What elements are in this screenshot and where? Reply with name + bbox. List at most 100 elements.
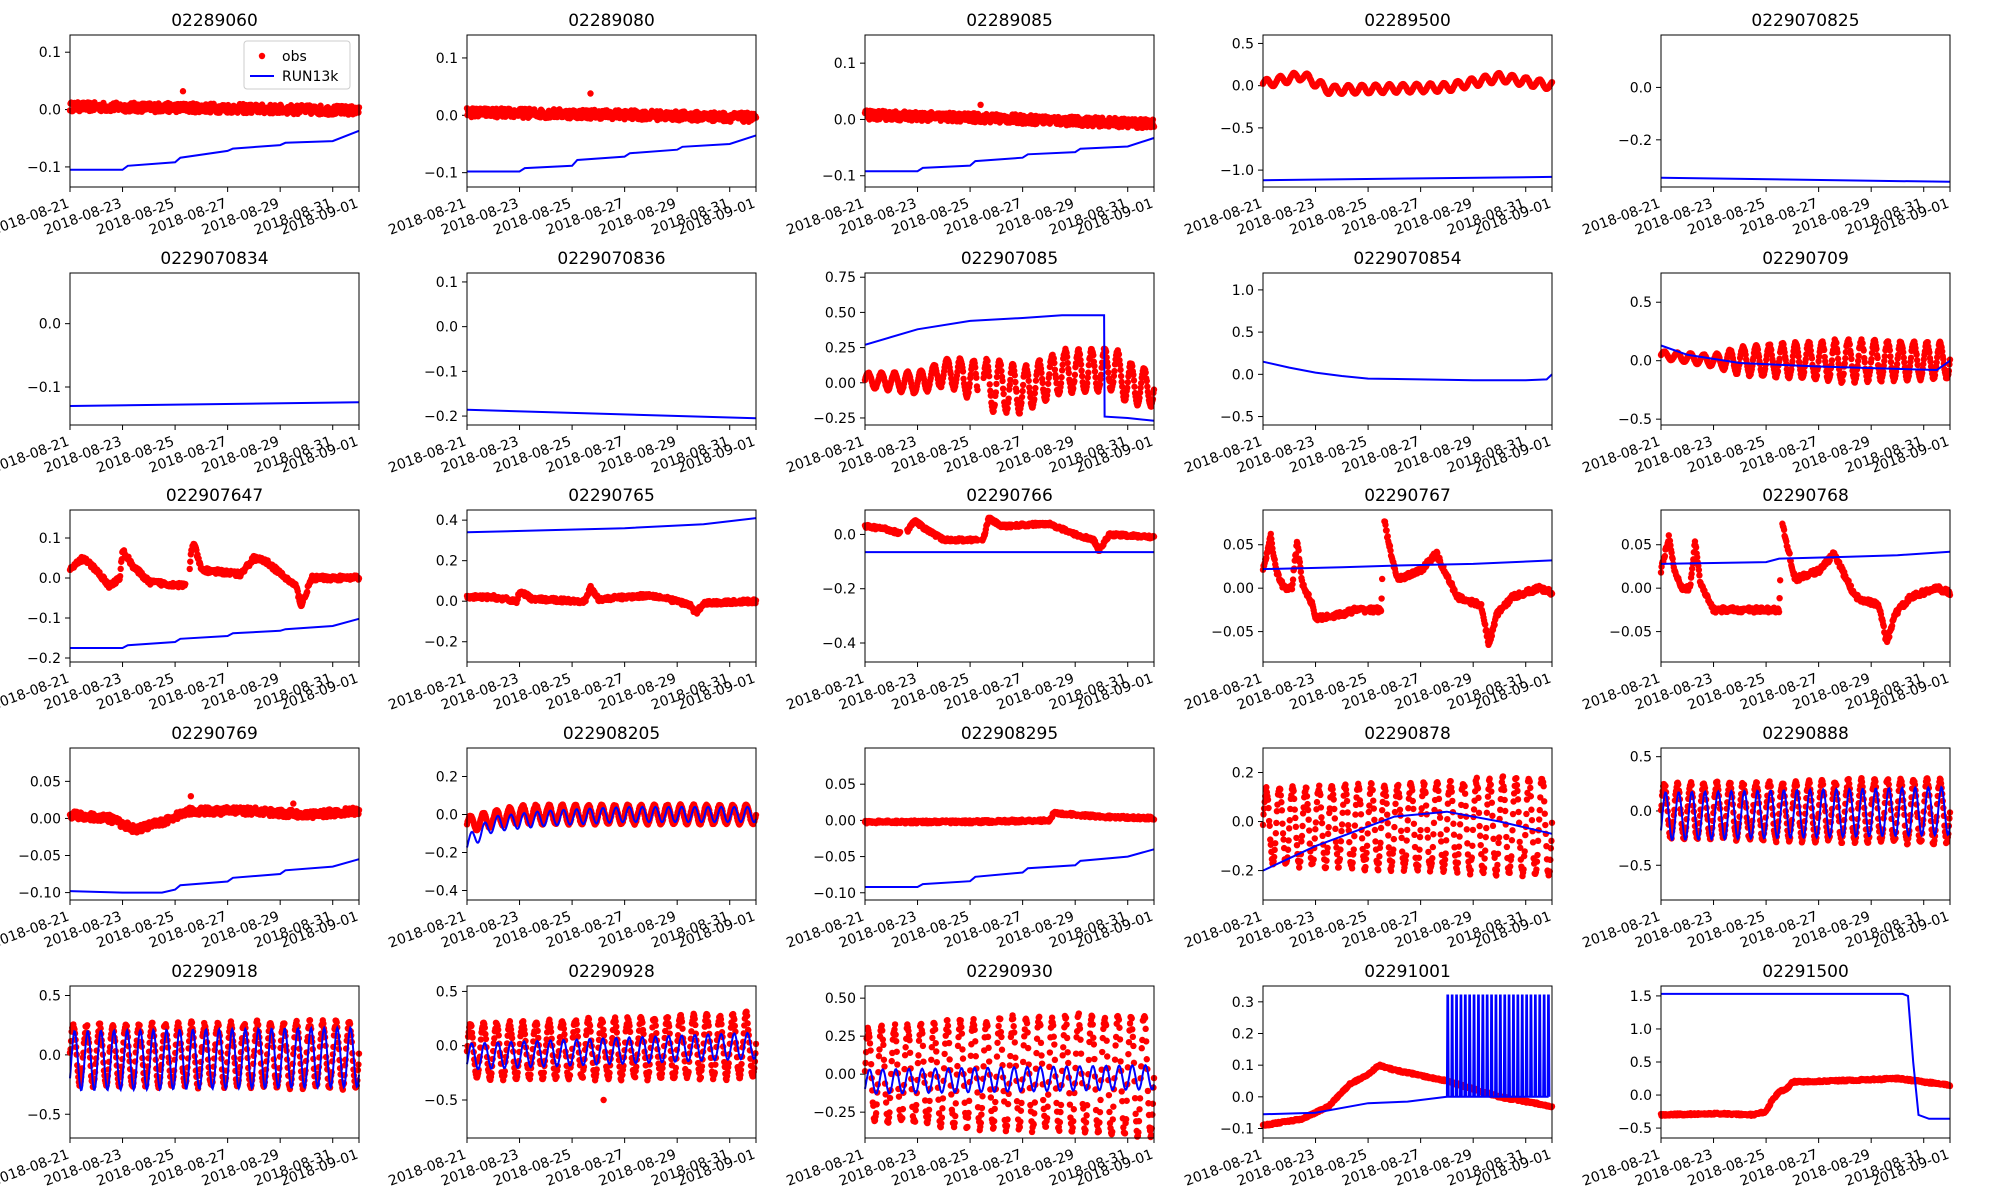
obs-point	[1071, 371, 1079, 379]
obs-point	[1078, 367, 1085, 374]
y-tick-label: 0.1	[39, 531, 61, 547]
obs-series	[861, 345, 1158, 417]
obs-point	[187, 558, 194, 565]
obs-point	[1000, 390, 1007, 398]
y-tick-label: 0.0	[834, 112, 856, 128]
model-line	[1262, 175, 1553, 182]
y-tick-label: 0.0	[39, 317, 61, 333]
obs-point	[1117, 366, 1124, 374]
model-line	[467, 134, 757, 173]
obs-point	[1149, 116, 1157, 123]
subplot-title: 02289085	[966, 11, 1053, 31]
obs-point	[1044, 387, 1051, 395]
plot-frame	[1262, 272, 1553, 426]
obs-point	[896, 528, 904, 536]
obs-point	[1091, 362, 1098, 370]
y-tick-label: −0.2	[822, 582, 856, 598]
obs-point	[1900, 349, 1907, 356]
obs-point	[1848, 355, 1855, 363]
obs-point	[1090, 351, 1097, 359]
obs-point	[1064, 359, 1071, 367]
y-tick-label: 0.5	[1232, 325, 1254, 341]
obs-point	[179, 88, 187, 95]
obs-point	[1861, 359, 1869, 366]
y-tick-label: −0.1	[424, 364, 458, 380]
y-tick-label: 0.5	[1630, 295, 1652, 311]
obs-point	[1137, 379, 1145, 387]
y-tick-label: 0.0	[436, 320, 458, 336]
obs-point	[1828, 357, 1836, 364]
obs-point	[1873, 345, 1880, 353]
subplot-02289080: 02289080−0.10.00.12018-08-212018-08-2320…	[386, 11, 760, 239]
obs-point	[1085, 369, 1092, 376]
obs-point	[1111, 367, 1118, 375]
obs-point	[1032, 384, 1039, 392]
obs-point	[1071, 377, 1078, 385]
y-tick-label: −0.2	[424, 409, 458, 425]
obs-point	[1096, 381, 1104, 388]
obs-point	[1130, 377, 1138, 384]
y-tick-label: 0.0	[1232, 367, 1254, 383]
obs-point	[1076, 351, 1084, 358]
obs-series	[1657, 336, 1954, 386]
obs-point	[992, 389, 1000, 396]
obs-point	[1131, 383, 1138, 390]
obs-point	[1011, 372, 1018, 379]
subplot-022907647: 022907647−0.2−0.10.00.12018-08-212018-08…	[0, 486, 363, 714]
y-tick-label: −0.1	[27, 160, 61, 176]
y-tick-label: 1.0	[1232, 283, 1254, 299]
obs-point	[1855, 352, 1862, 360]
obs-point	[1004, 405, 1011, 412]
subplot-title: 02289060	[171, 11, 258, 31]
obs-point	[1077, 361, 1085, 368]
y-tick-label: −0.2	[424, 635, 458, 651]
obs-point	[1874, 354, 1881, 362]
y-tick-label: 0.0	[436, 108, 458, 124]
obs-point	[186, 565, 193, 573]
obs-point	[991, 401, 998, 408]
obs-point	[1124, 384, 1131, 392]
obs-point	[1065, 369, 1073, 377]
obs-point	[1013, 388, 1020, 395]
obs-point	[1893, 360, 1901, 368]
obs-point	[304, 588, 311, 596]
y-tick-label: 0.50	[825, 305, 856, 321]
y-tick-label: −0.1	[27, 380, 61, 396]
plot-frame	[1262, 34, 1553, 188]
model-line	[69, 401, 360, 407]
y-tick-label: 0.0	[436, 594, 458, 610]
obs-series	[463, 90, 760, 125]
obs-point	[959, 368, 967, 375]
obs-point	[1820, 346, 1828, 354]
obs-point	[1834, 349, 1841, 356]
obs-point	[1887, 358, 1895, 366]
model-line	[466, 408, 757, 420]
y-tick-label: 0.25	[825, 341, 856, 357]
y-tick-label: 0.1	[39, 45, 61, 61]
obs-point	[1038, 369, 1045, 377]
obs-point	[1130, 371, 1137, 379]
obs-point	[1808, 355, 1816, 362]
obs-point	[1005, 395, 1012, 402]
plot-frame	[466, 509, 757, 663]
y-tick-label: 0.0	[39, 103, 61, 119]
y-tick-label: 0.0	[1232, 79, 1254, 95]
subplot-title: 02290765	[568, 486, 655, 506]
legend-obs-marker	[258, 52, 266, 60]
y-tick-label: −0.05	[1211, 625, 1254, 641]
obs-point	[1019, 381, 1027, 389]
legend-model-label: RUN13k	[282, 69, 339, 85]
subplot-0229070834: 0229070834−0.10.02018-08-212018-08-23201…	[0, 249, 360, 477]
obs-point	[1115, 351, 1123, 358]
subplot-title: 02289500	[1364, 11, 1451, 31]
subplot-02290766: 02290766−0.4−0.20.02018-08-212018-08-232…	[784, 486, 1158, 714]
obs-point	[1110, 378, 1117, 386]
subplot-title: 022907085	[961, 249, 1058, 269]
y-tick-label: −0.1	[424, 166, 458, 182]
y-tick-label: −0.5	[1618, 412, 1652, 428]
obs-point	[1019, 387, 1026, 395]
plot-frame	[69, 34, 360, 188]
y-tick-label: 0.0	[39, 571, 61, 587]
